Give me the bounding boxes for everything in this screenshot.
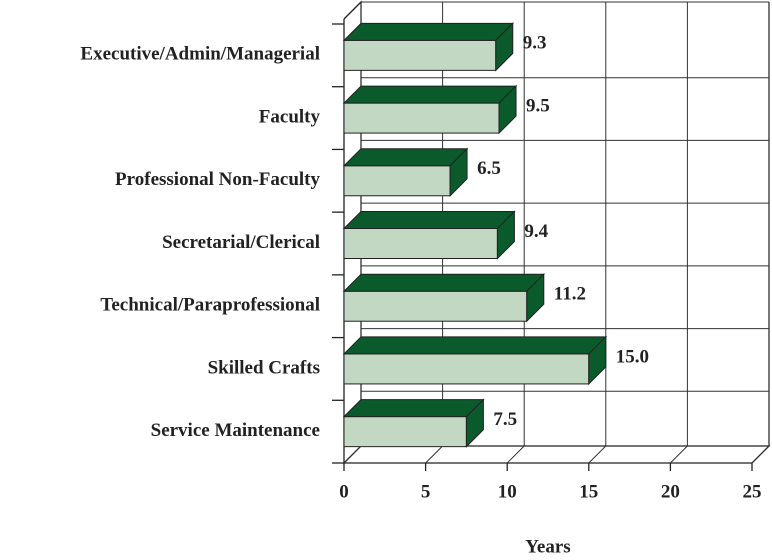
y-tick-label: Executive/Admin/Managerial <box>80 44 320 65</box>
bar-side <box>449 147 468 197</box>
x-tick-label: 0 <box>339 481 349 502</box>
value-label: 9.5 <box>526 95 550 116</box>
value-label: 15.0 <box>616 346 649 367</box>
value-label: 7.5 <box>493 409 517 430</box>
x-tick-label: 10 <box>498 481 517 502</box>
bar-top <box>342 336 608 355</box>
bar-side <box>465 398 484 448</box>
value-label: 9.3 <box>523 33 547 54</box>
floor-grid <box>751 445 770 464</box>
value-label: 11.2 <box>554 284 586 305</box>
floor <box>344 445 771 464</box>
bar <box>343 39 497 71</box>
x-axis-label: Years <box>525 536 570 557</box>
bar-side <box>588 335 607 386</box>
bar <box>343 228 498 259</box>
bar-top <box>342 273 545 292</box>
bar <box>343 290 528 322</box>
x-tick-label: 15 <box>579 481 598 502</box>
bar <box>343 353 590 385</box>
x-tick-label: 20 <box>661 481 680 502</box>
y-tick-label: Faculty <box>259 106 321 127</box>
y-tick-label: Secretarial/Clerical <box>162 232 320 253</box>
bar <box>343 416 467 448</box>
bar-side <box>496 210 515 260</box>
bar-top <box>342 22 514 41</box>
y-tick-label: Service Maintenance <box>151 420 320 441</box>
x-tick-label: 25 <box>743 481 762 502</box>
value-label: 6.5 <box>477 158 501 179</box>
bar-side <box>495 22 514 72</box>
bar-top <box>342 148 469 167</box>
x-tick-label: 5 <box>421 481 431 502</box>
floor-grid <box>588 445 607 464</box>
value-label: 9.4 <box>524 221 548 242</box>
bar <box>343 102 500 134</box>
bar-top <box>342 399 485 418</box>
bar-side <box>498 84 517 135</box>
y-tick-label: Skilled Crafts <box>208 357 320 378</box>
floor-grid <box>425 445 443 464</box>
floor-grid <box>343 445 362 464</box>
bar-top <box>342 85 518 104</box>
y-tick-label: Technical/Paraprofessional <box>100 295 320 316</box>
bar-top <box>342 211 516 229</box>
bar <box>343 165 451 197</box>
floor-grid <box>670 445 688 464</box>
floor-grid <box>506 445 525 464</box>
y-tick-label: Professional Non-Faculty <box>115 169 320 190</box>
bar-side <box>526 273 545 323</box>
